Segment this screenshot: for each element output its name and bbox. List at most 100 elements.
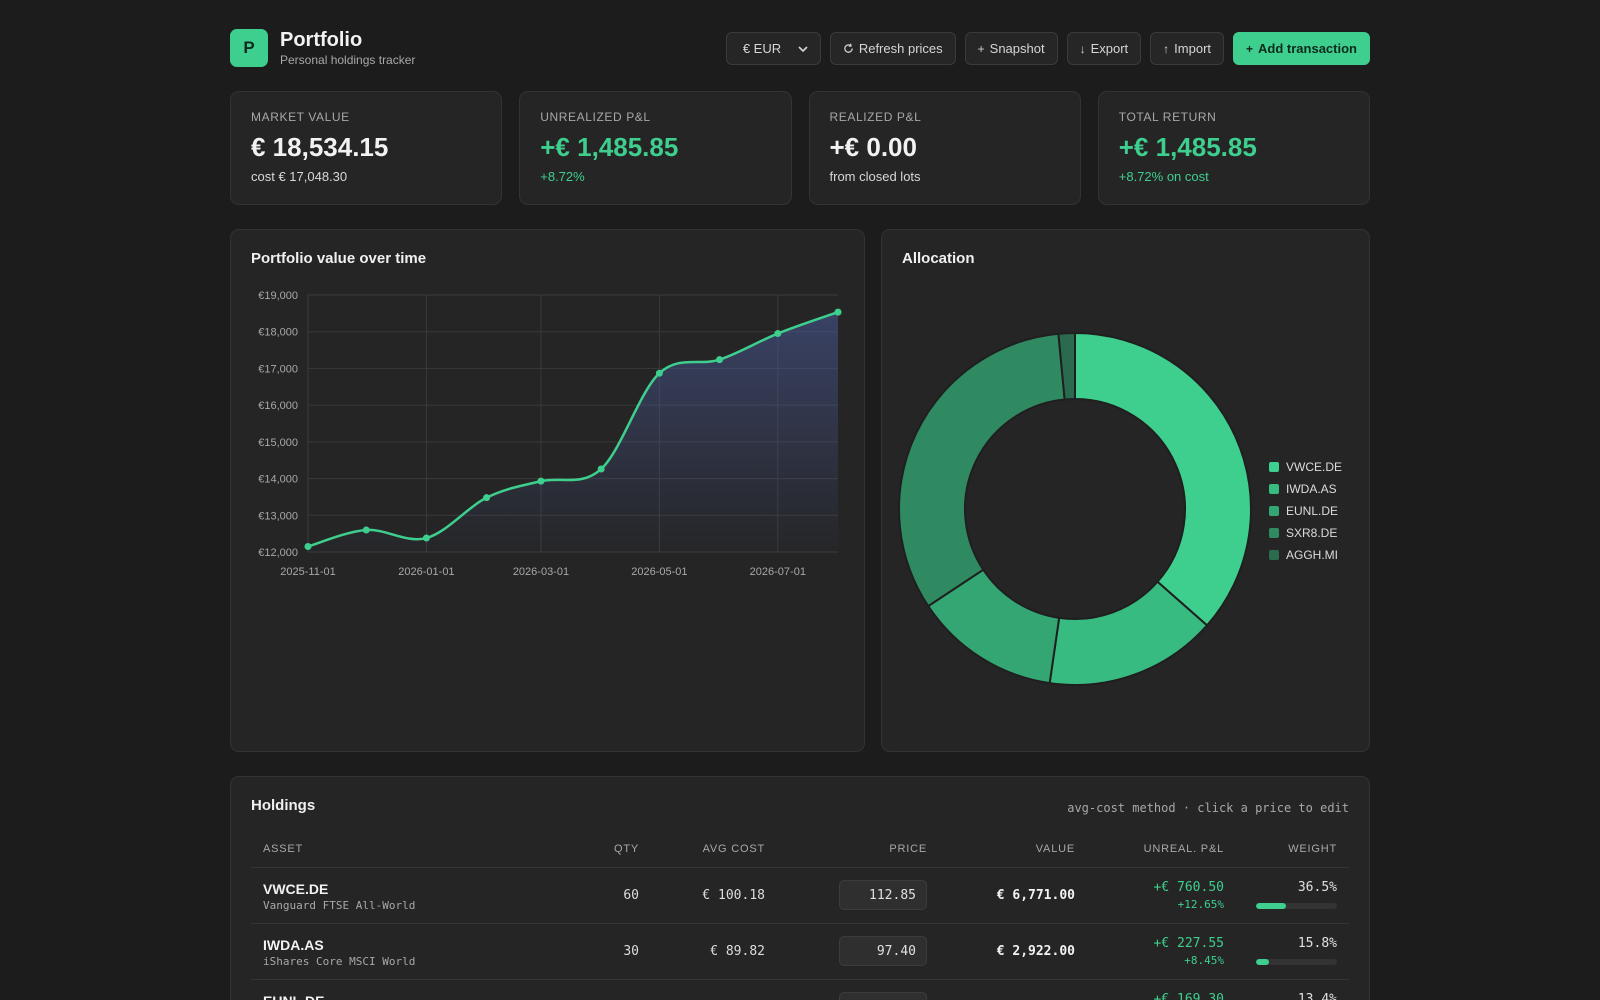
asset-symbol: VWCE.DE bbox=[263, 881, 329, 897]
asset-name: iShares Core MSCI World bbox=[263, 955, 416, 968]
stat-sub: cost € 17,048.30 bbox=[251, 169, 348, 184]
stat-value: +€ 0.00 bbox=[829, 132, 917, 162]
legend-item[interactable]: SXR8.DE bbox=[1269, 522, 1342, 544]
data-point bbox=[716, 356, 724, 364]
add-transaction-button[interactable]: + Add transaction bbox=[1233, 32, 1370, 65]
value-chart-title: Portfolio value over time bbox=[251, 250, 427, 267]
y-tick-label: €15,000 bbox=[258, 437, 298, 449]
x-tick-label: 2026-07-01 bbox=[750, 566, 806, 578]
legend-label: VWCE.DE bbox=[1286, 460, 1343, 474]
avg-cost-value: € 100.18 bbox=[702, 888, 765, 903]
weight-bar bbox=[1256, 959, 1337, 965]
allocation-donut[interactable] bbox=[882, 230, 1371, 753]
stat-sub: from closed lots bbox=[829, 169, 921, 184]
currency-select[interactable]: € EUR bbox=[725, 32, 821, 65]
legend-swatch bbox=[1269, 550, 1279, 560]
data-point bbox=[537, 477, 545, 485]
holdings-note: avg-cost method · click a price to edit bbox=[1067, 801, 1349, 815]
legend-swatch bbox=[1269, 462, 1279, 472]
x-tick-label: 2026-01-01 bbox=[398, 566, 454, 578]
qty-value: 30 bbox=[623, 944, 639, 959]
unrealized-pnl: +€ 169.30 bbox=[1153, 992, 1224, 1000]
col-header-avg-cost[interactable]: AVG COST bbox=[702, 843, 765, 855]
holdings-title: Holdings bbox=[251, 797, 316, 814]
asset-symbol: IWDA.AS bbox=[263, 937, 324, 953]
app-title: Portfolio bbox=[280, 29, 363, 51]
stat-card-realized-pnl: REALIZED P&L +€ 0.00 from closed lots bbox=[808, 91, 1081, 205]
app-header: P Portfolio Personal holdings tracker € … bbox=[230, 29, 1370, 67]
logo-badge: P bbox=[230, 29, 268, 67]
weight-bar-fill bbox=[1256, 903, 1286, 909]
arrow-down-icon: ↓ bbox=[1079, 41, 1086, 56]
add-transaction-label: Add transaction bbox=[1258, 41, 1357, 56]
app-subtitle: Personal holdings tracker bbox=[280, 53, 416, 67]
weight-value: 13.4% bbox=[1297, 992, 1337, 1000]
table-row[interactable]: VWCE.DE Vanguard FTSE All-World 60 € 100.18… bbox=[251, 868, 1349, 924]
data-point bbox=[362, 526, 370, 534]
stat-label: UNREALIZED P&L bbox=[540, 110, 651, 124]
y-tick-label: €12,000 bbox=[258, 547, 298, 559]
legend-item[interactable]: AGGH.MI bbox=[1269, 544, 1342, 566]
price-input[interactable]: 97.40 bbox=[839, 936, 927, 966]
avg-cost-value: € 89.82 bbox=[710, 944, 765, 959]
qty-value: 60 bbox=[623, 888, 639, 903]
stat-label: MARKET VALUE bbox=[251, 110, 350, 124]
arrow-up-icon: ↑ bbox=[1163, 41, 1170, 56]
stat-value: +€ 1,485.85 bbox=[1118, 132, 1257, 162]
snapshot-label: Snapshot bbox=[989, 41, 1045, 56]
refresh-prices-button[interactable]: Refresh prices bbox=[829, 32, 956, 65]
legend-label: IWDA.AS bbox=[1286, 482, 1337, 496]
legend-item[interactable]: VWCE.DE bbox=[1269, 456, 1342, 478]
x-tick-label: 2025-11-01 bbox=[280, 566, 335, 578]
x-tick-label: 2026-05-01 bbox=[631, 566, 687, 578]
plus-icon: + bbox=[1246, 41, 1254, 56]
toolbar: € EUR Refresh prices + Snapshot ↓ Export… bbox=[725, 32, 1370, 65]
data-point bbox=[597, 465, 605, 473]
value-chart[interactable]: €12,000 €13,000 €14,000 €15,000 €16,000 €17,0… bbox=[231, 230, 866, 753]
holdings-panel: Holdings avg-cost method · click a price… bbox=[230, 776, 1370, 1000]
price-input[interactable]: 112.85 bbox=[839, 880, 927, 910]
donut-slice-aggh-mi bbox=[1057, 331, 1076, 401]
stat-sub: +8.72% bbox=[540, 169, 585, 184]
weight-value: 15.8% bbox=[1297, 936, 1337, 951]
weight-bar bbox=[1256, 903, 1337, 909]
legend-item[interactable]: EUNL.DE bbox=[1269, 500, 1342, 522]
snapshot-button[interactable]: + Snapshot bbox=[964, 32, 1058, 65]
col-header-weight[interactable]: WEIGHT bbox=[1288, 843, 1337, 855]
legend-swatch bbox=[1269, 506, 1279, 516]
stat-card-unrealized-pnl: UNREALIZED P&L +€ 1,485.85 +8.72% bbox=[519, 91, 792, 205]
col-header-value[interactable]: VALUE bbox=[1035, 843, 1075, 855]
col-header-qty[interactable]: QTY bbox=[613, 843, 639, 855]
col-header-unreal-pnl[interactable]: UNREAL. P&L bbox=[1143, 843, 1224, 855]
y-tick-label: €18,000 bbox=[258, 327, 298, 339]
y-tick-label: €14,000 bbox=[258, 474, 298, 486]
table-row[interactable]: IWDA.AS iShares Core MSCI World 30 € 89.82 9… bbox=[251, 924, 1349, 980]
import-button[interactable]: ↑ Import bbox=[1150, 32, 1225, 65]
legend-label: SXR8.DE bbox=[1286, 526, 1338, 540]
export-button[interactable]: ↓ Export bbox=[1066, 32, 1142, 65]
x-tick-label: 2026-03-01 bbox=[513, 566, 569, 578]
data-point bbox=[774, 330, 782, 338]
legend-label: EUNL.DE bbox=[1286, 504, 1339, 518]
col-header-asset[interactable]: ASSET bbox=[263, 843, 304, 855]
table-header: ASSET QTY AVG COST PRICE VALUE UNREAL. P… bbox=[251, 833, 1349, 868]
table-row[interactable]: EUNL.DE +€ 169.30 13.4% bbox=[251, 980, 1349, 1000]
data-point bbox=[422, 534, 430, 542]
allocation-title: Allocation bbox=[902, 250, 975, 267]
legend-label: AGGH.MI bbox=[1286, 548, 1339, 562]
unrealized-pnl-pct: +8.45% bbox=[1184, 954, 1224, 967]
legend-swatch bbox=[1269, 484, 1279, 494]
col-header-price[interactable]: PRICE bbox=[889, 843, 927, 855]
y-tick-label: €13,000 bbox=[258, 510, 298, 522]
stat-cards: MARKET VALUE € 18,534.15 cost € 17,048.3… bbox=[230, 91, 1370, 205]
stat-label: REALIZED P&L bbox=[829, 110, 922, 124]
series-line bbox=[307, 310, 839, 548]
legend-item[interactable]: IWDA.AS bbox=[1269, 478, 1342, 500]
refresh-label: Refresh prices bbox=[858, 41, 943, 56]
unrealized-pnl-pct: +12.65% bbox=[1177, 898, 1224, 911]
price-input[interactable] bbox=[839, 992, 927, 1000]
legend-swatch bbox=[1269, 528, 1279, 538]
y-tick-label: €17,000 bbox=[258, 363, 298, 375]
y-tick-label: €16,000 bbox=[258, 400, 298, 412]
y-tick-label: €19,000 bbox=[258, 290, 298, 302]
